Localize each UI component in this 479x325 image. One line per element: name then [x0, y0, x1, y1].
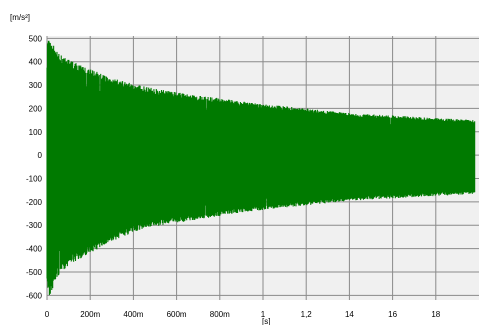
x-tick-label-1: 200m [80, 310, 100, 319]
x-tick-label-6: 1,2 [301, 310, 313, 319]
y-tick-label-8: -300 [26, 221, 43, 230]
x-tick-label-3: 600m [167, 310, 187, 319]
y-tick-label-5: 0 [38, 151, 43, 160]
y-axis-ticks: 500 400 300 200 100 0 -100 -200 -300 -400 -500 -600 [26, 34, 43, 300]
y-tick-label-4: 100 [29, 128, 43, 137]
y-tick-label-6: -100 [26, 175, 43, 184]
y-tick-label-1: 400 [29, 58, 43, 67]
x-tick-label-2: 400m [123, 310, 143, 319]
x-tick-label-9: 18 [431, 310, 440, 319]
x-tick-label-7: 14 [345, 310, 354, 319]
y-tick-label-2: 300 [29, 81, 43, 90]
y-tick-label-3: 200 [29, 104, 43, 113]
y-axis-unit-label: [m/s²] [10, 13, 30, 22]
y-tick-label-10: -500 [26, 268, 43, 277]
x-tick-label-0: 0 [45, 310, 50, 319]
y-tick-label-11: -600 [26, 291, 43, 300]
signal-waveform [46, 40, 476, 295]
waveform-trace [46, 40, 476, 295]
y-tick-label-0: 500 [29, 34, 43, 43]
x-tick-label-4: 800m [210, 310, 230, 319]
x-tick-label-5: 1 [261, 310, 266, 319]
x-axis-ticks: 0 200m 400m 600m 800m 1 1,2 14 16 18 [45, 310, 441, 319]
x-axis-unit-label: [s] [262, 317, 270, 325]
y-tick-label-7: -200 [26, 198, 43, 207]
x-tick-label-8: 16 [388, 310, 397, 319]
y-tick-label-9: -400 [26, 245, 43, 254]
